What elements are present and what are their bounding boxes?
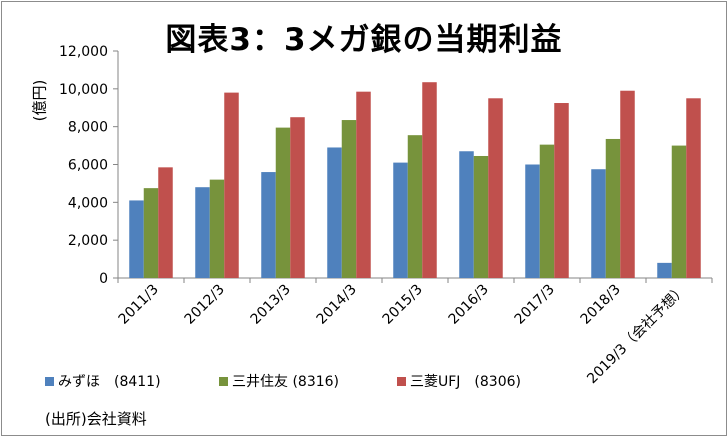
bar	[620, 90, 635, 278]
y-tick-label: 6,000	[68, 158, 108, 174]
x-tick-label: 2015/3	[380, 282, 426, 328]
bar	[290, 117, 305, 278]
legend-swatch-mufg	[397, 376, 406, 386]
legend-item-mufg: 三菱UFJ (8306)	[397, 371, 521, 391]
source-note: (出所)会社資料	[45, 410, 147, 428]
bar	[209, 179, 225, 278]
legend-label-mufg: 三菱UFJ (8306)	[410, 374, 521, 390]
y-tick-label: 10,000	[59, 82, 108, 98]
bar	[356, 91, 371, 278]
x-tick-label: 2014/3	[314, 282, 360, 328]
bar	[275, 127, 291, 278]
x-tick-label: 2012/3	[182, 282, 228, 328]
bar	[422, 82, 437, 279]
x-tick-label: 2016/3	[446, 282, 492, 328]
y-tick-label: 4,000	[68, 195, 108, 211]
bar	[554, 103, 569, 278]
legend-label-mizuho: みずほ (8411)	[58, 374, 161, 390]
bar	[261, 172, 276, 278]
legend-swatch-smfg	[219, 376, 228, 386]
bar	[407, 135, 423, 278]
x-tick-label: 2011/3	[116, 282, 162, 328]
bar	[143, 188, 159, 278]
chart-title: 図表3：3メガ銀の当期利益	[165, 22, 563, 58]
y-tick-label: 2,000	[68, 233, 108, 249]
y-tick-label: 8,000	[68, 120, 108, 136]
bar	[195, 187, 210, 278]
x-tick-label: 2013/3	[248, 282, 294, 328]
bar	[158, 167, 173, 278]
bar	[459, 151, 474, 278]
bar	[671, 145, 687, 278]
legend: みずほ (8411) 三井住友 (8316) 三菱UFJ (8306)	[45, 371, 521, 391]
bars	[129, 82, 701, 279]
bar	[341, 120, 357, 278]
bar	[224, 92, 239, 278]
bar	[393, 162, 408, 278]
x-tick-label: 2017/3	[512, 282, 558, 328]
bar	[327, 147, 342, 278]
x-tick-label: 2018/3	[578, 282, 624, 328]
legend-item-smfg: 三井住友 (8316)	[219, 371, 397, 391]
legend-label-smfg: 三井住友 (8316)	[232, 374, 340, 390]
bar	[129, 200, 144, 278]
y-tick-label: 12,000	[59, 44, 108, 60]
bar	[605, 138, 621, 278]
bar	[591, 169, 606, 278]
bar	[686, 98, 701, 279]
legend-swatch-mizuho	[45, 376, 54, 386]
bar	[473, 155, 489, 278]
y-tick-label: 0	[99, 271, 108, 287]
bar	[525, 164, 540, 278]
bar	[657, 262, 672, 278]
legend-item-mizuho: みずほ (8411)	[45, 371, 219, 391]
bar	[488, 98, 503, 279]
bar	[539, 144, 555, 278]
